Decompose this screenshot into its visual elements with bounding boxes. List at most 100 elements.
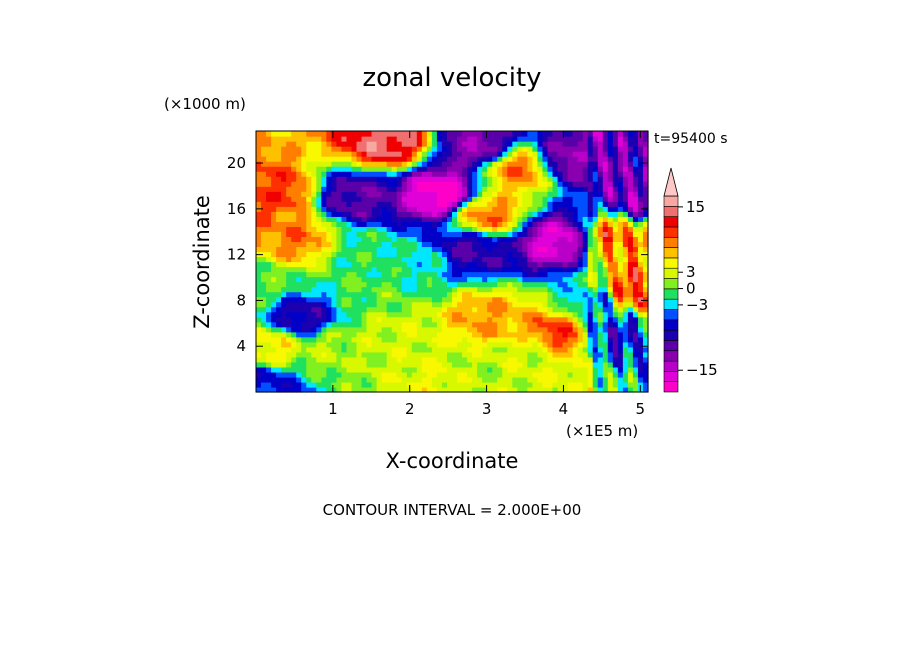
field-cell <box>326 216 332 222</box>
field-cell <box>376 316 383 323</box>
field-cell <box>366 286 373 293</box>
field-cell <box>356 216 363 222</box>
field-cell <box>467 246 473 253</box>
field-cell <box>396 146 403 152</box>
field-cell <box>572 326 579 333</box>
field-cell <box>256 196 262 202</box>
field-cell <box>477 316 483 323</box>
field-cell <box>396 306 403 313</box>
field-cell <box>256 311 262 318</box>
field-cell <box>567 361 574 368</box>
field-cell <box>441 156 448 162</box>
field-cell <box>627 296 634 303</box>
field-cell <box>316 351 322 358</box>
field-cell <box>346 281 353 288</box>
field-cell <box>421 231 428 237</box>
field-cell <box>517 266 523 273</box>
field-cell <box>406 176 413 182</box>
field-cell <box>306 351 312 358</box>
field-cell <box>401 346 408 353</box>
field-cell <box>602 161 609 167</box>
field-cell <box>391 151 398 157</box>
field-cell <box>401 296 408 303</box>
field-cell <box>632 266 639 273</box>
field-cell <box>522 161 528 167</box>
field-cell <box>426 181 433 187</box>
field-cell <box>542 141 549 147</box>
field-cell <box>542 226 549 232</box>
field-cell <box>411 236 418 243</box>
field-cell <box>366 186 373 192</box>
field-cell <box>527 351 534 358</box>
field-cell <box>421 241 428 248</box>
field-cell <box>261 181 267 187</box>
field-cell <box>421 341 428 348</box>
field-cell <box>617 316 624 323</box>
field-cell <box>271 221 277 227</box>
field-cell <box>411 216 418 222</box>
field-cell <box>562 226 569 232</box>
field-cell <box>436 296 443 303</box>
field-cell <box>602 306 609 313</box>
field-cell <box>296 261 302 268</box>
field-cell <box>371 336 378 343</box>
field-cell <box>436 276 443 283</box>
field-cell <box>291 196 297 202</box>
field-cell <box>617 371 624 378</box>
field-cell <box>286 151 292 157</box>
field-cell <box>607 291 614 298</box>
field-cell <box>592 206 599 212</box>
field-cell <box>607 171 614 177</box>
field-cell <box>441 236 448 243</box>
field-cell <box>366 246 373 253</box>
field-cell <box>286 136 292 142</box>
colorbar-tick-label: −15 <box>686 361 718 379</box>
field-cell <box>386 171 393 177</box>
field-cell <box>597 351 604 358</box>
field-cell <box>441 166 448 172</box>
field-cell <box>336 231 343 237</box>
field-cell <box>582 201 589 207</box>
field-cell <box>341 206 348 212</box>
field-cell <box>301 236 307 243</box>
field-cell <box>386 141 393 147</box>
field-cell <box>356 206 363 212</box>
field-cell <box>276 186 282 192</box>
field-cell <box>497 286 503 293</box>
field-cell <box>331 276 338 283</box>
field-cell <box>411 221 418 227</box>
field-cell <box>296 171 302 177</box>
field-cell <box>331 191 338 197</box>
field-cell <box>411 171 418 177</box>
field-cell <box>366 361 373 368</box>
field-cell <box>452 386 458 393</box>
field-cell <box>341 146 348 152</box>
field-cell <box>271 316 277 323</box>
field-cell <box>527 256 534 263</box>
field-cell <box>607 146 614 152</box>
field-cell <box>587 371 594 378</box>
field-cell <box>311 231 317 237</box>
field-cell <box>291 226 297 232</box>
field-cell <box>436 346 443 353</box>
field-cell <box>276 341 282 348</box>
field-cell <box>637 261 644 268</box>
field-cell <box>441 376 448 383</box>
field-cell <box>622 231 629 237</box>
field-cell <box>537 226 544 232</box>
field-cell <box>632 206 639 212</box>
field-cell <box>266 256 272 263</box>
field-cell <box>542 376 549 383</box>
field-cell <box>517 191 523 197</box>
field-cell <box>502 206 508 212</box>
field-cell <box>482 386 488 393</box>
field-cell <box>321 291 327 298</box>
field-cell <box>502 261 508 268</box>
field-cell <box>381 321 388 328</box>
field-cell <box>642 156 649 162</box>
field-cell <box>632 246 639 253</box>
field-cell <box>462 256 468 263</box>
field-cell <box>381 316 388 323</box>
field-cell <box>376 306 383 313</box>
